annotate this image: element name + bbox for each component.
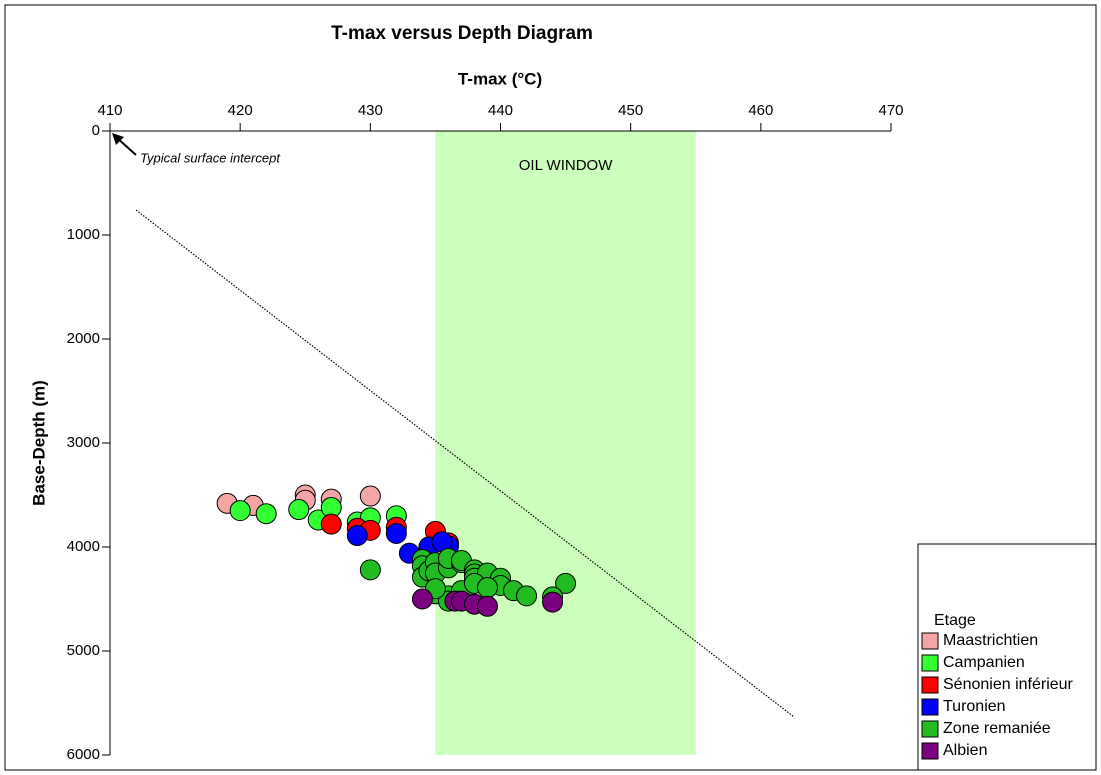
y-tick-label: 5000 bbox=[67, 642, 100, 659]
legend-swatch bbox=[921, 632, 939, 650]
point bbox=[516, 585, 538, 607]
x-tick-label: 410 bbox=[97, 102, 122, 119]
x-axis-title: T-max (°C) bbox=[458, 69, 542, 88]
annotation: Typical surface intercept bbox=[140, 150, 281, 165]
point bbox=[359, 485, 381, 507]
point bbox=[476, 577, 498, 599]
y-tick-label: 6000 bbox=[67, 746, 100, 763]
x-tick-label: 430 bbox=[358, 102, 383, 119]
plot-area: OIL WINDOW 410 420 430 440 450 460 470 0 1000 2000… bbox=[67, 102, 904, 763]
point bbox=[255, 503, 277, 525]
legend-label: Maastrichtien bbox=[943, 632, 1038, 649]
oil-window-label: OIL WINDOW bbox=[519, 157, 613, 174]
point bbox=[555, 572, 577, 594]
legend-swatch bbox=[921, 654, 939, 672]
legend-label: Turonien bbox=[943, 698, 1006, 715]
point bbox=[411, 588, 433, 610]
point bbox=[476, 595, 498, 617]
annotation-arrowhead bbox=[112, 133, 124, 145]
y-tick-label: 3000 bbox=[67, 434, 100, 451]
legend-swatch bbox=[921, 742, 939, 760]
legend-label: Albien bbox=[943, 742, 987, 759]
point bbox=[229, 500, 251, 522]
legend-title: Etage bbox=[934, 612, 976, 629]
legend-swatch bbox=[921, 698, 939, 716]
x-tick-label: 440 bbox=[488, 102, 513, 119]
y-tick-label: 1000 bbox=[67, 226, 100, 243]
legend-label: Zone remaniée bbox=[943, 720, 1051, 737]
point bbox=[385, 522, 407, 544]
legend-swatch bbox=[921, 720, 939, 738]
y-axis-title: Base-Depth (m) bbox=[29, 380, 48, 506]
legend-box bbox=[917, 543, 1097, 771]
x-tick-label: 470 bbox=[878, 102, 903, 119]
legend-swatch bbox=[921, 676, 939, 694]
y-tick-label: 2000 bbox=[67, 330, 100, 347]
trend-line bbox=[135, 209, 794, 717]
point bbox=[320, 513, 342, 535]
point bbox=[359, 559, 381, 581]
legend-label: Campanien bbox=[943, 654, 1025, 671]
y-tick-label: 0 bbox=[92, 122, 100, 139]
y-tick-label: 4000 bbox=[67, 538, 100, 555]
oil-window bbox=[435, 131, 696, 755]
x-tick-label: 420 bbox=[228, 102, 253, 119]
x-tick-label: 460 bbox=[748, 102, 773, 119]
chart-title: T-max versus Depth Diagram bbox=[331, 23, 593, 44]
point bbox=[346, 525, 368, 547]
x-tick-label: 450 bbox=[618, 102, 643, 119]
point bbox=[542, 591, 564, 613]
legend-label: Sénonien inférieur bbox=[943, 676, 1074, 693]
point bbox=[288, 499, 310, 521]
